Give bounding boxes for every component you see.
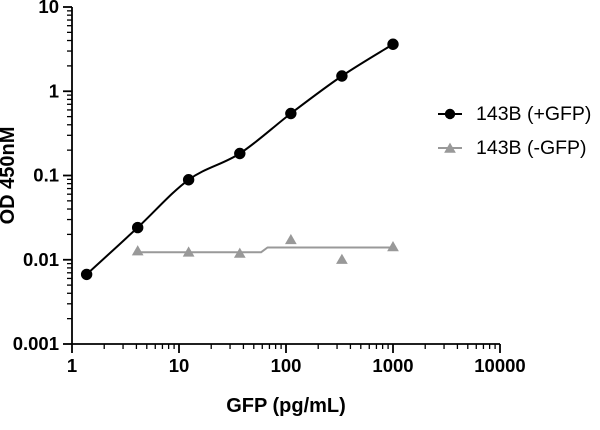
svg-text:143B (+GFP): 143B (+GFP) (476, 103, 591, 125)
svg-text:10000: 10000 (474, 355, 525, 376)
svg-text:10: 10 (38, 0, 59, 17)
svg-text:1: 1 (67, 355, 77, 376)
svg-text:GFP (pg/mL): GFP (pg/mL) (226, 395, 346, 417)
svg-text:10: 10 (169, 355, 190, 376)
svg-text:1000: 1000 (372, 355, 413, 376)
svg-text:1: 1 (49, 80, 59, 101)
svg-text:0.1: 0.1 (33, 165, 59, 186)
svg-text:143B (-GFP): 143B (-GFP) (476, 137, 587, 159)
svg-text:OD 450nM: OD 450nM (0, 127, 19, 225)
svg-text:0.001: 0.001 (13, 333, 59, 354)
svg-text:0.01: 0.01 (23, 249, 59, 270)
svg-text:100: 100 (271, 355, 302, 376)
